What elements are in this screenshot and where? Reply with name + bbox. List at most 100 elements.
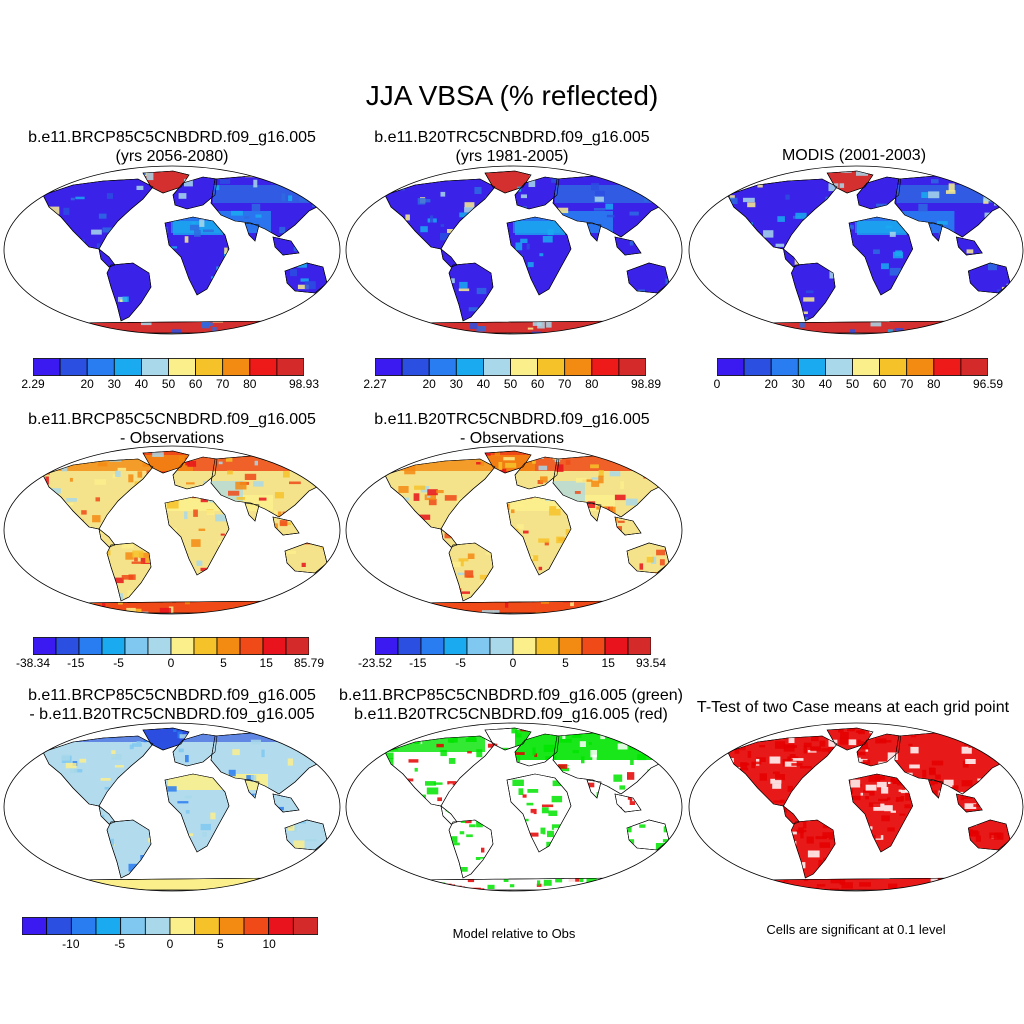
- colorbar-tick-label: 98.89: [630, 377, 662, 391]
- colorbar-swatch: [292, 917, 318, 935]
- colorbar-swatch: [169, 917, 196, 935]
- colorbar-tick-label: 80: [585, 377, 599, 391]
- note-significance: Cells are significant at 0.1 level: [766, 922, 946, 937]
- panel-title-line1: b.e11.BRCP85C5CNBDRD.f09_g16.005: [28, 687, 316, 704]
- colorbar-swatch: [168, 358, 197, 376]
- colorbar-swatch: [124, 637, 149, 655]
- colorbar-swatch: [193, 637, 218, 655]
- colorbar-swatch: [243, 917, 270, 935]
- colorbar-swatch: [239, 637, 264, 655]
- colorbar-tick-label: 93.54: [635, 656, 667, 670]
- colorbar-swatch: [222, 358, 251, 376]
- colorbar-tick-label: 15: [259, 656, 273, 670]
- panel-title-modis: MODIS (2001-2003): [684, 146, 1024, 165]
- colorbar-labels-modis: 0 20 30 40 50 60 70 80 96.59: [0, 377, 1020, 391]
- panel-title-rcp85-obs: b.e11.BRCP85C5CNBDRD.f09_g16.005 - Obser…: [2, 410, 342, 448]
- colorbar-tick-label: 0: [167, 656, 175, 670]
- panel-title-line1: b.e11.B20TRC5CNBDRD.f09_g16.005: [374, 411, 650, 428]
- colorbar-swatch: [147, 637, 172, 655]
- colorbar-swatch: [33, 637, 57, 655]
- colorbar-swatch: [120, 917, 146, 935]
- colorbar-b20tr-obs: [375, 637, 651, 655]
- colorbar-tick-label: 30: [449, 377, 463, 391]
- colorbar-swatch: [55, 637, 80, 655]
- colorbar-tick-label: 98.93: [288, 377, 320, 391]
- colorbar-swatch: [825, 358, 853, 376]
- colorbar-tick-label: 2.29: [21, 377, 45, 391]
- colorbar-tick-label: -10: [62, 937, 80, 951]
- colorbar-swatch: [581, 637, 606, 655]
- colorbar-tick-label: 85.79: [293, 656, 325, 670]
- colorbar-swatch: [535, 637, 560, 655]
- colorbar-swatch: [86, 358, 115, 376]
- colorbar-tick-label: 5: [562, 656, 569, 670]
- colorbar-tick-label: 70: [900, 377, 914, 391]
- colorbar-labels-b20tr-obs: -23.52 -15 -5 0 5 15 93.54: [0, 656, 700, 670]
- colorbar-swatch: [852, 358, 881, 376]
- colorbar-swatch: [216, 637, 241, 655]
- panel-title-line1: b.e11.B20TRC5CNBDRD.f09_g16.005: [374, 129, 650, 146]
- colorbar-tick-label: 2.27: [363, 377, 387, 391]
- colorbar-swatch: [268, 917, 294, 935]
- panel-title-line1: b.e11.BRCP85C5CNBDRD.f09_g16.005 (green): [339, 687, 683, 704]
- colorbar-tick-label: -5: [114, 937, 126, 951]
- colorbar-swatch: [22, 917, 48, 935]
- colorbar-swatch: [428, 358, 457, 376]
- colorbar-tick-label: -23.52: [357, 656, 393, 670]
- colorbar-tick-label: 5: [220, 656, 227, 670]
- colorbar-swatch: [717, 358, 745, 376]
- panel-title-b20tr-obs: b.e11.B20TRC5CNBDRD.f09_g16.005 - Observ…: [342, 410, 682, 448]
- colorbar-swatch: [564, 358, 593, 376]
- map-ttest-significance: [688, 722, 1024, 892]
- colorbar-tick-label: 60: [872, 377, 887, 391]
- colorbar-swatch: [95, 917, 122, 935]
- panel-title-ttest: T-Test of two Case means at each grid po…: [682, 698, 1024, 717]
- panel-title-case-diff: b.e11.BRCP85C5CNBDRD.f09_g16.005 - b.e11…: [2, 686, 342, 724]
- colorbar-labels-rcp85-obs: -38.34 -15 -5 0 5 15 85.79: [0, 656, 340, 670]
- colorbar-swatch: [59, 358, 88, 376]
- map-rcp85-minus-obs: [3, 445, 341, 615]
- panel-title-line2: - Observations: [459, 430, 565, 447]
- colorbar-swatch: [618, 358, 646, 376]
- panel-title-rcp85: b.e11.BRCP85C5CNBDRD.f09_g16.005 (yrs 20…: [2, 128, 342, 166]
- colorbar-swatch: [194, 917, 220, 935]
- colorbar-tick-label: -38.34: [15, 656, 51, 670]
- map-rcp85-abs: [3, 165, 341, 335]
- colorbar-tick-label: 0: [509, 656, 517, 670]
- colorbar-swatch: [397, 637, 422, 655]
- colorbar-case-diff: [22, 917, 318, 935]
- colorbar-swatch: [743, 358, 772, 376]
- colorbar-tick-label: 80: [243, 377, 257, 391]
- colorbar-tick-label: 0: [713, 377, 721, 391]
- colorbar-rcp85-obs: [33, 637, 309, 655]
- colorbar-swatch: [285, 637, 309, 655]
- map-model-relative: [345, 722, 683, 892]
- colorbar-tick-label: 50: [161, 377, 176, 391]
- colorbar-tick-label: 40: [476, 377, 491, 391]
- colorbar-swatch: [101, 637, 126, 655]
- colorbar-tick-label: 70: [558, 377, 572, 391]
- colorbar-swatch: [770, 358, 799, 376]
- colorbar-swatch: [512, 637, 537, 655]
- colorbar-tick-label: 5: [216, 937, 224, 951]
- panel-title-b20tr: b.e11.B20TRC5CNBDRD.f09_g16.005 (yrs 198…: [342, 128, 682, 166]
- colorbar-swatch: [113, 358, 142, 376]
- colorbar-tick-label: 20: [422, 377, 436, 391]
- map-modis-abs: [688, 165, 1024, 335]
- panel-title-line2: (yrs 2056-2080): [115, 148, 229, 165]
- colorbar-swatch: [537, 358, 566, 376]
- colorbar-swatch: [144, 917, 171, 935]
- colorbar-swatch: [591, 358, 620, 376]
- colorbar-b20tr: [375, 358, 646, 376]
- colorbar-swatch: [249, 358, 278, 376]
- colorbar-swatch: [483, 358, 511, 376]
- colorbar-tick-label: 10: [262, 937, 276, 951]
- colorbar-tick-label: 50: [845, 377, 860, 391]
- colorbar-tick-label: 40: [818, 377, 833, 391]
- map-case-diff: [3, 722, 341, 892]
- colorbar-tick-label: 70: [216, 377, 230, 391]
- colorbar-tick-label: 96.59: [972, 377, 1004, 391]
- colorbar-tick-label: 0: [166, 937, 174, 951]
- colorbar-tick-label: 60: [530, 377, 545, 391]
- colorbar-tick-label: 60: [188, 377, 203, 391]
